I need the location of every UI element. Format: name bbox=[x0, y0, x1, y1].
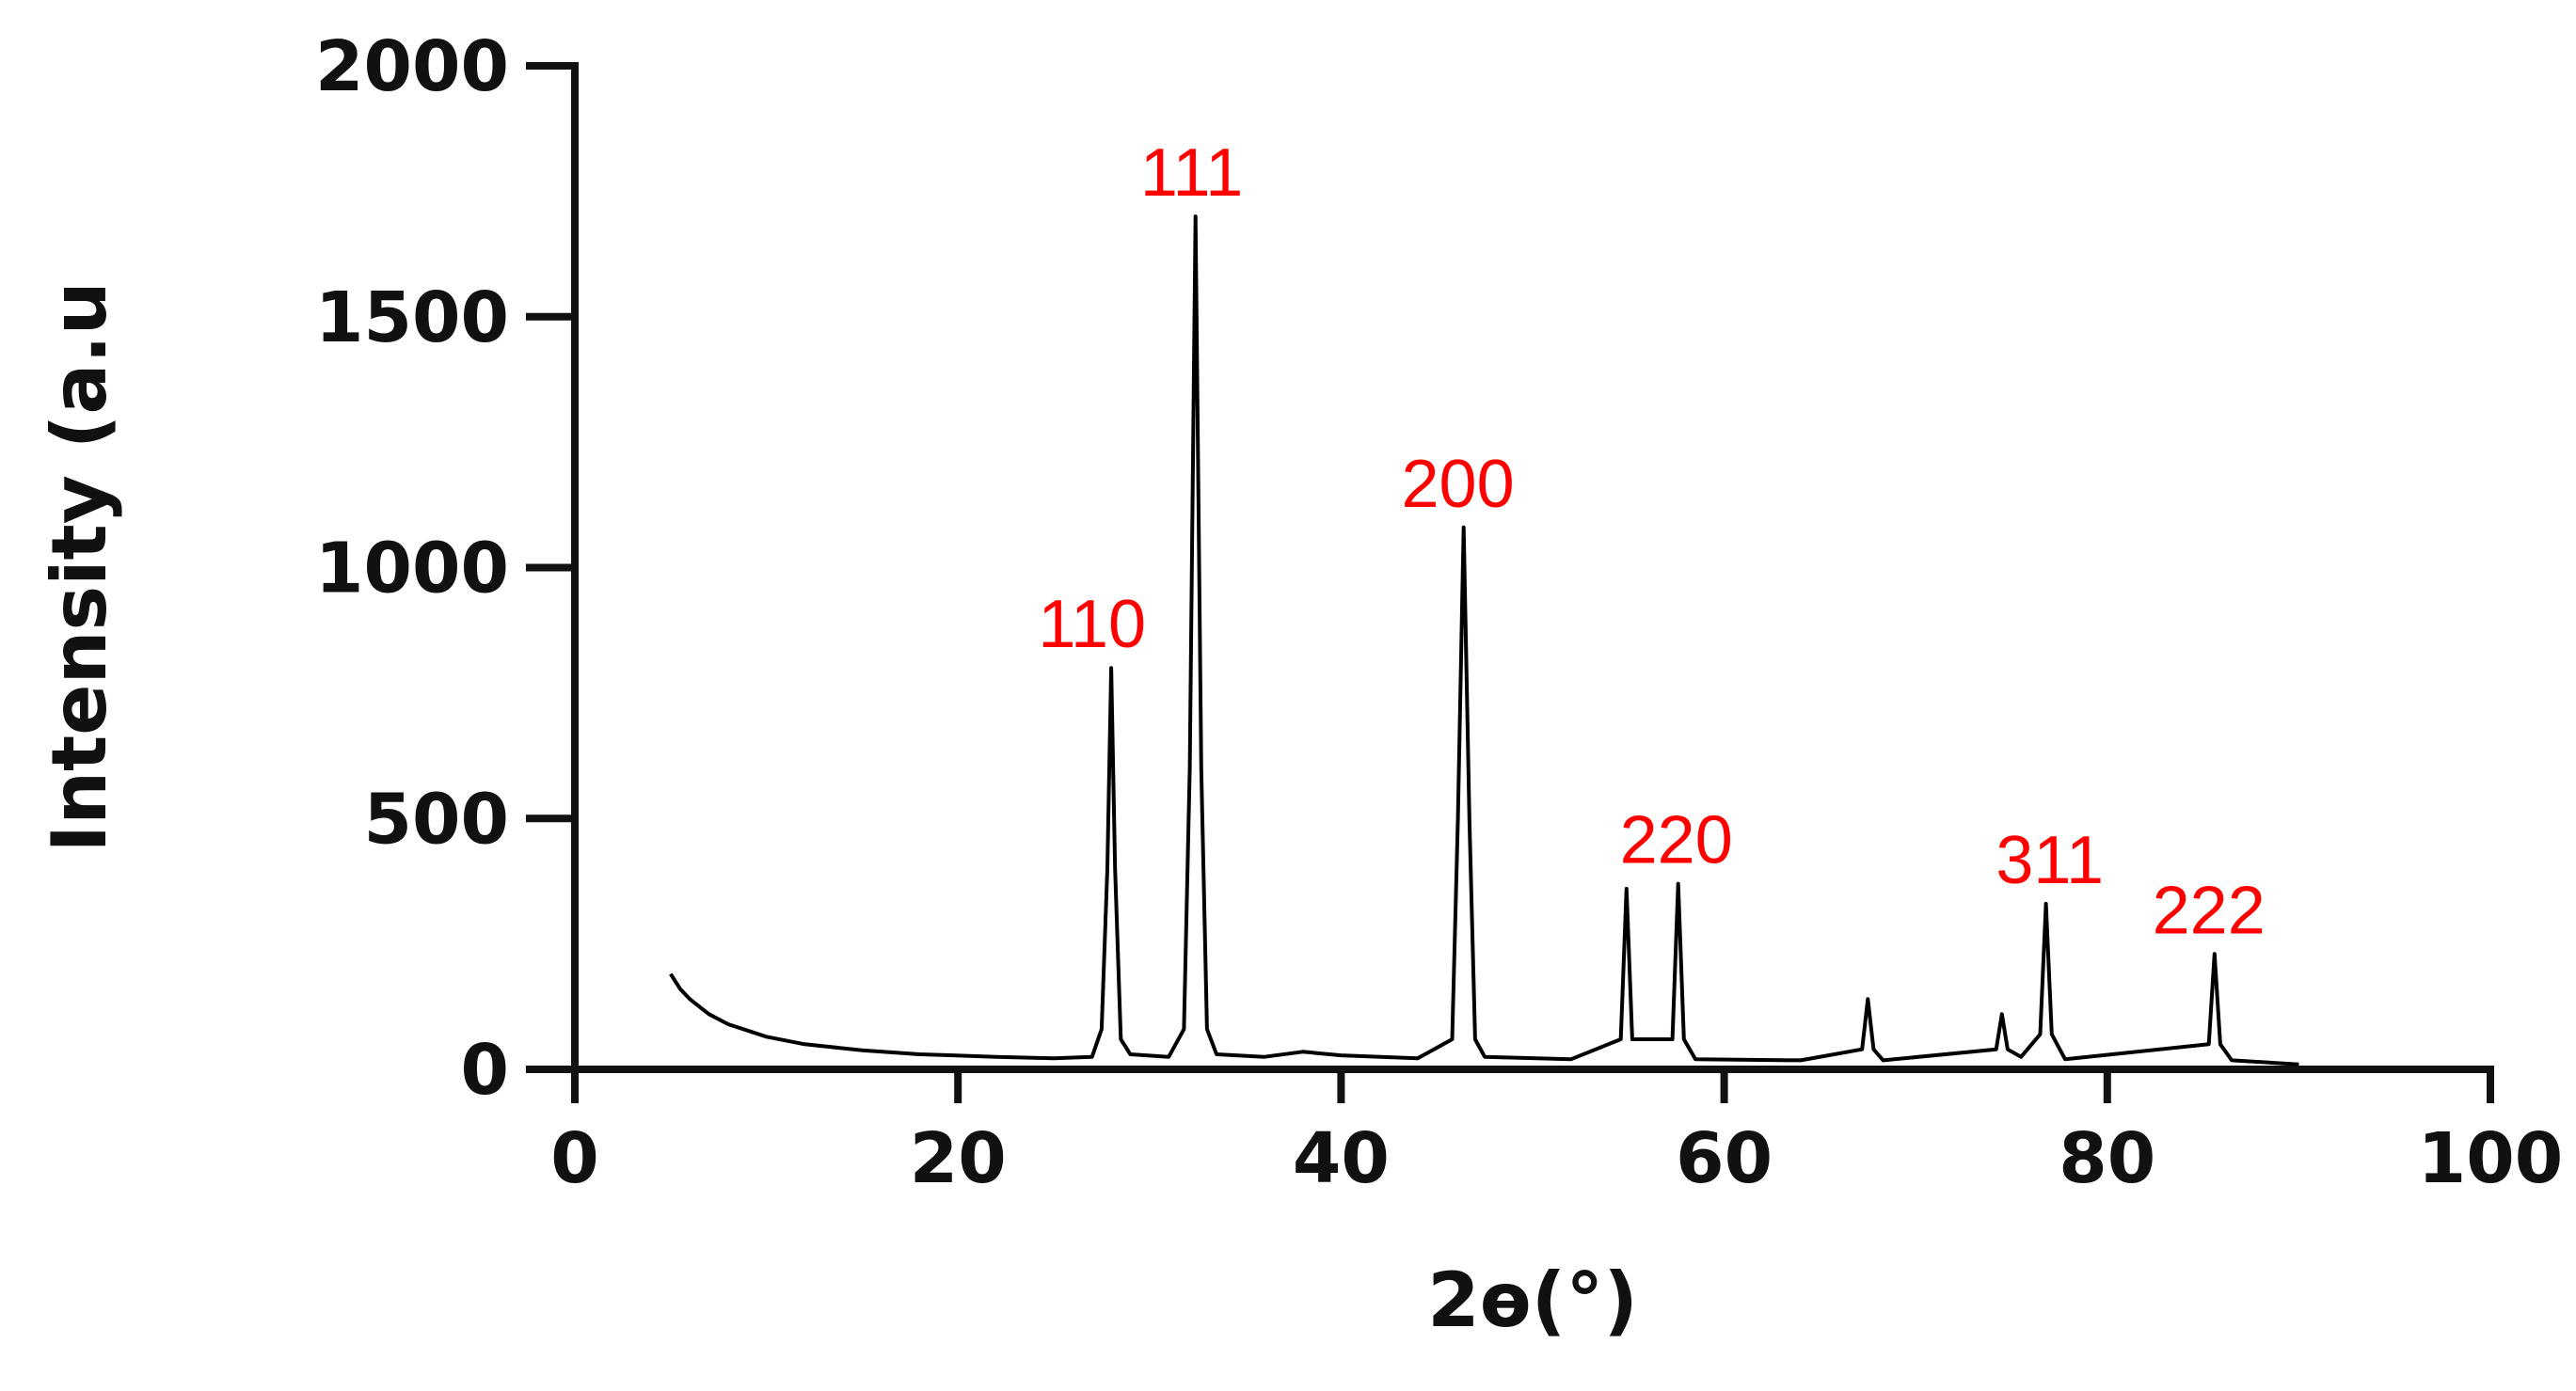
x-tick-label: 80 bbox=[2059, 1118, 2155, 1199]
x-tick-label: 100 bbox=[2418, 1118, 2563, 1199]
peak-label: 220 bbox=[1620, 803, 1733, 878]
x-tick-label: 0 bbox=[550, 1118, 599, 1199]
peak-label: 111 bbox=[1140, 135, 1243, 211]
x-tick-label: 20 bbox=[910, 1118, 1007, 1199]
y-tick-label: 1000 bbox=[315, 529, 509, 609]
x-axis-title: 2ɵ(°) bbox=[1427, 1257, 1638, 1344]
y-tick-label: 1500 bbox=[315, 277, 509, 358]
x-tick-label: 60 bbox=[1676, 1118, 1773, 1199]
y-axis-title: Intensity (a.u bbox=[36, 281, 123, 852]
data-line bbox=[669, 214, 2299, 1067]
y-tick-label: 0 bbox=[461, 1030, 510, 1111]
peak-label: 110 bbox=[1038, 587, 1146, 662]
peak-label: 200 bbox=[1402, 447, 1515, 522]
y-tick-label: 2000 bbox=[315, 26, 509, 107]
y-tick-label: 500 bbox=[364, 779, 509, 860]
x-tick-label: 40 bbox=[1293, 1118, 1390, 1199]
peak-label: 311 bbox=[1996, 823, 2104, 898]
peak-label: 222 bbox=[2153, 873, 2266, 948]
